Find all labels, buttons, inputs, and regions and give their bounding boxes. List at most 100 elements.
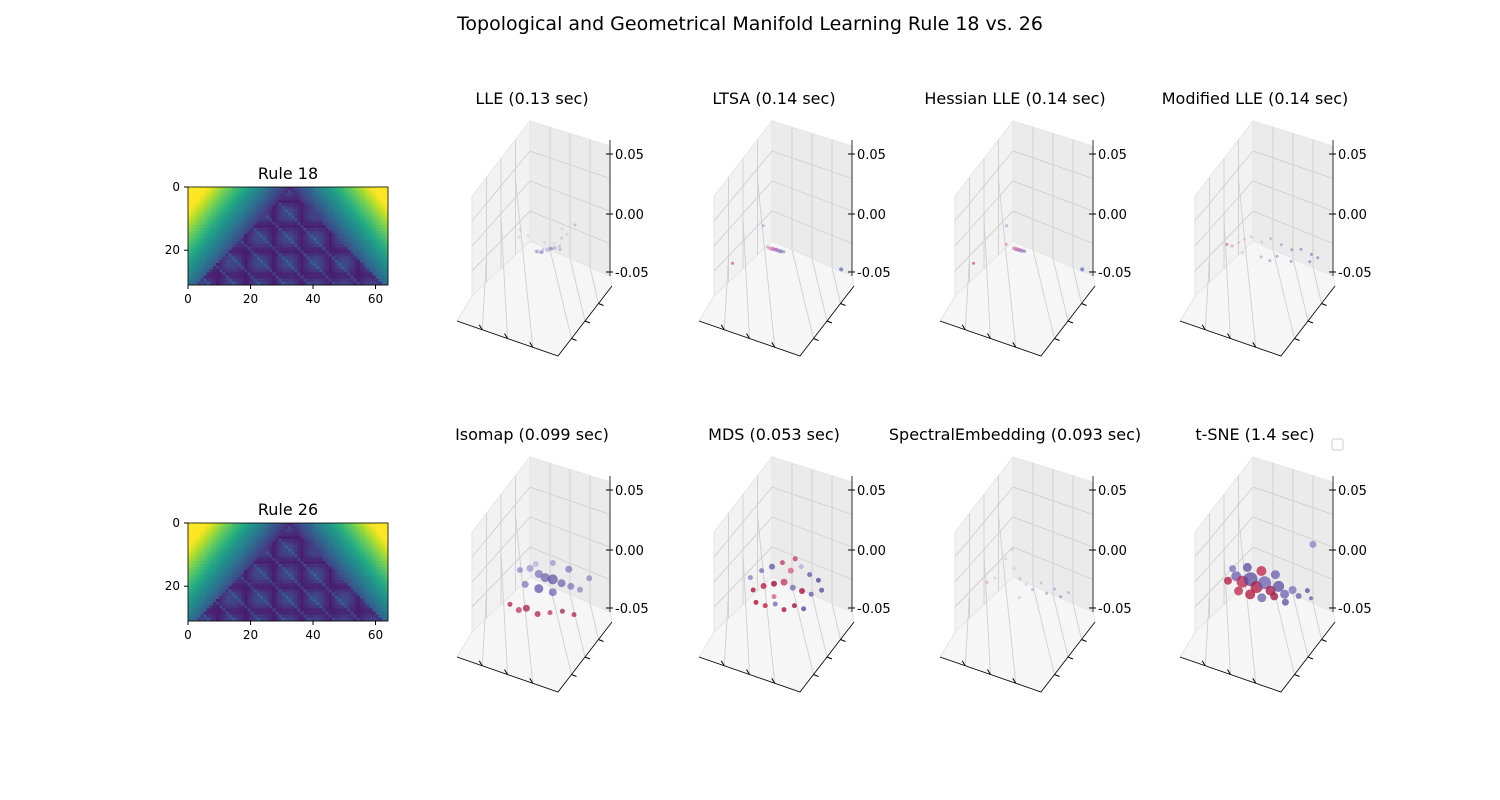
heatmap-cell: [341, 205, 345, 210]
heatmap-cell: [213, 595, 217, 600]
heatmap-cell: [216, 237, 220, 242]
heatmap-cell: [247, 573, 251, 578]
heatmap-cell: [341, 196, 345, 200]
heatmap-cell: [206, 598, 211, 603]
heatmap-cell: [322, 259, 326, 264]
z-tick-label: 0.00: [1338, 208, 1367, 223]
heatmap-cell: [191, 605, 195, 609]
z-tick-label: 0.05: [857, 148, 886, 163]
heatmap-cell: [281, 240, 286, 245]
heatmap-cell: [347, 209, 351, 213]
heatmap-cell: [206, 557, 211, 562]
heatmap-cell: [375, 256, 379, 261]
heatmap-cell: [353, 228, 358, 232]
heatmap-cell: [375, 567, 379, 571]
heatmap-cell: [219, 196, 223, 200]
heatmap-cell: [253, 266, 258, 270]
heatmap-cell: [309, 576, 314, 581]
heatmap-cell: [341, 545, 345, 549]
heatmap-cell: [288, 560, 292, 565]
heatmap-cell: [294, 269, 298, 273]
heatmap-cell: [334, 529, 339, 533]
heatmap-cell: [213, 573, 217, 578]
heatmap-cell: [278, 583, 283, 587]
heatmap-cell: [350, 205, 354, 210]
heatmap-cell: [381, 605, 386, 609]
heatmap-cell: [341, 538, 345, 543]
heatmap-cell: [191, 592, 195, 597]
heatmap-cell: [269, 243, 273, 248]
heatmap-cell: [238, 269, 242, 273]
heatmap-cell: [272, 199, 276, 204]
heatmap-cell: [313, 608, 317, 612]
heatmap-cell: [194, 212, 198, 216]
heatmap-cell: [378, 224, 383, 229]
y-tick: [1321, 303, 1327, 306]
heatmap-cell: [206, 611, 211, 615]
heatmap-cell: [256, 272, 261, 276]
heatmap-cell: [291, 224, 295, 229]
heatmap-cell: [188, 247, 192, 251]
z-tick-label: 0.00: [857, 544, 886, 559]
heatmap-cell: [225, 579, 229, 584]
heatmap-cell: [272, 221, 276, 226]
heatmap-cell: [278, 205, 283, 210]
heatmap-cell: [291, 196, 295, 200]
heatmap-cell: [266, 602, 270, 606]
heatmap-cell: [381, 535, 386, 540]
heatmap-cell: [238, 576, 242, 581]
heatmap-cell: [256, 583, 261, 587]
heatmap-cell: [369, 589, 373, 593]
heatmap-cell: [303, 611, 308, 615]
heatmap-cell: [234, 243, 239, 248]
heatmap-cell: [241, 272, 245, 276]
heatmap-cell: [197, 193, 201, 197]
heatmap-cell: [359, 253, 364, 257]
heatmap-cell: [231, 614, 236, 619]
heatmap-cell: [241, 564, 245, 568]
grid-line: [964, 593, 970, 666]
heatmap-cell: [344, 602, 348, 606]
heatmap-cell: [250, 224, 254, 229]
heatmap-cell: [375, 592, 379, 597]
heatmap-cell: [278, 202, 283, 207]
heatmap-cell: [238, 253, 242, 257]
heatmap-cell: [197, 250, 201, 254]
heatmap-cell: [297, 608, 301, 612]
heatmap-cell: [209, 243, 214, 248]
heatmap-cell: [363, 262, 367, 267]
heatmap-cell: [313, 262, 317, 267]
heatmap-cell: [344, 573, 348, 578]
heatmap-cell: [231, 218, 236, 223]
heatmap-cell: [375, 221, 379, 226]
heatmap-cell: [219, 253, 223, 257]
heatmap-cell: [356, 199, 361, 204]
heatmap-cell: [225, 535, 229, 540]
heatmap-cell: [247, 598, 251, 603]
heatmap-cell: [294, 196, 298, 200]
heatmap-cell: [250, 576, 254, 581]
heatmap-cell: [350, 583, 354, 587]
heatmap-cell: [256, 228, 261, 232]
heatmap-cell: [213, 526, 217, 530]
heatmap-cell: [269, 592, 273, 597]
grid-line: [811, 594, 828, 658]
heatmap-cell: [309, 218, 314, 223]
grid-line: [1052, 258, 1069, 322]
heatmap-cell: [213, 548, 217, 552]
heatmap-cell: [334, 560, 339, 565]
heatmap-cell: [197, 573, 201, 578]
heatmap-cell: [206, 579, 211, 584]
heatmap-cell: [325, 250, 329, 254]
heatmap-cell: [259, 228, 264, 232]
heatmap-cell: [359, 237, 364, 242]
heatmap-cell: [313, 526, 317, 530]
heatmap-cell: [206, 586, 211, 590]
heatmap-cell: [288, 237, 292, 242]
heatmap-cell: [263, 193, 267, 197]
heatmap-cell: [200, 215, 204, 219]
heatmap-cell: [338, 262, 342, 267]
heatmap-cell: [197, 262, 201, 267]
